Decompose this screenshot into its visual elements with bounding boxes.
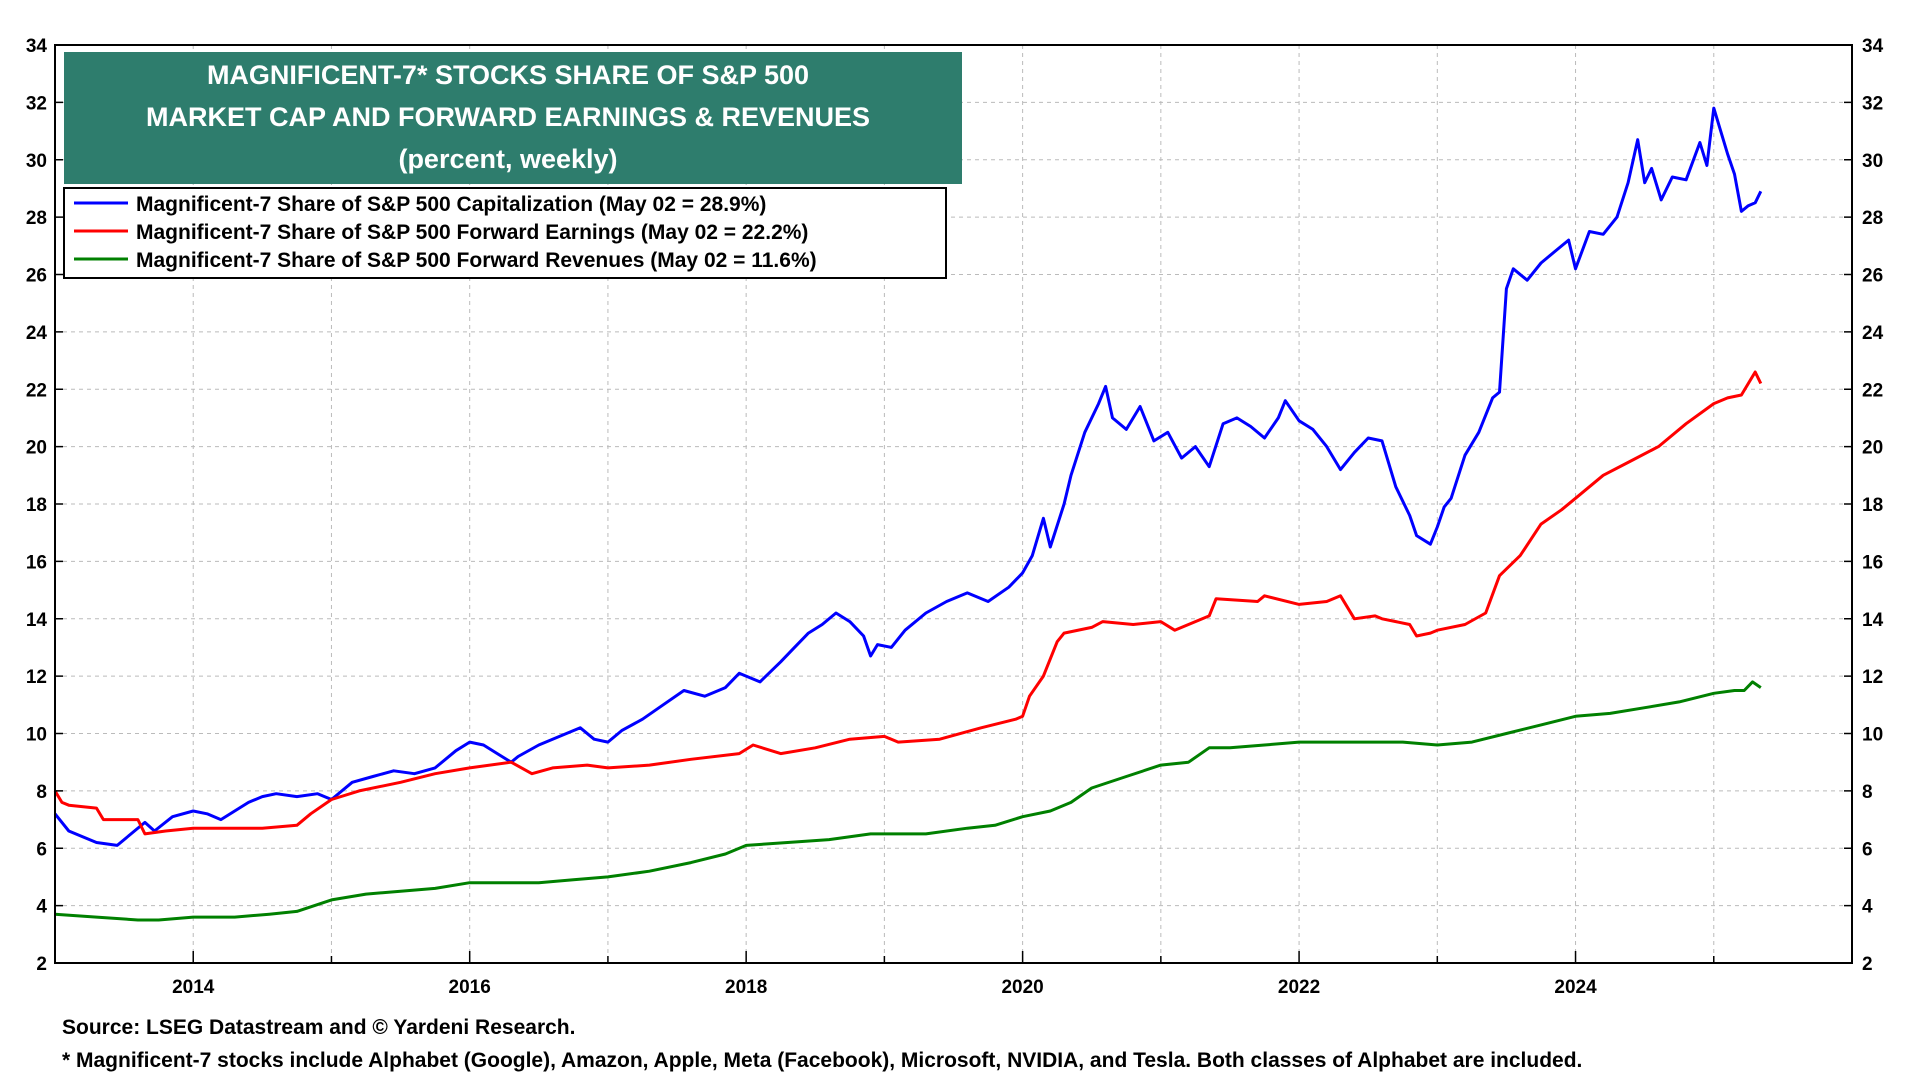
y-tick-label-left: 34 <box>26 36 48 57</box>
y-tick-label-right: 32 <box>1862 93 1883 114</box>
y-tick-label-right: 18 <box>1862 495 1883 516</box>
y-tick-label-left: 24 <box>26 323 48 344</box>
y-tick-label-left: 30 <box>26 151 47 172</box>
y-tick-label-right: 6 <box>1862 839 1873 860</box>
y-tick-label-right: 8 <box>1862 782 1873 803</box>
y-tick-label-left: 18 <box>26 495 47 516</box>
y-tick-label-left: 22 <box>26 380 47 401</box>
y-tick-label-right: 2 <box>1862 954 1873 975</box>
legend-label-capitalization: Magnificent-7 Share of S&P 500 Capitaliz… <box>136 193 766 216</box>
chart-title-line-2: MARKET CAP AND FORWARD EARNINGS & REVENU… <box>146 102 870 132</box>
y-tick-label-left: 28 <box>26 208 47 229</box>
y-tick-label-right: 10 <box>1862 725 1883 746</box>
chart-title-line-3: (percent, weekly) <box>398 144 617 174</box>
y-tick-label-left: 6 <box>36 839 47 860</box>
y-tick-label-left: 32 <box>26 93 47 114</box>
y-tick-label-right: 4 <box>1862 897 1873 918</box>
source-note: Source: LSEG Datastream and © Yardeni Re… <box>62 1016 576 1039</box>
y-tick-label-right: 20 <box>1862 438 1883 459</box>
footnote-mag7-definition: * Magnificent-7 stocks include Alphabet … <box>62 1049 1583 1072</box>
y-tick-label-left: 12 <box>26 667 47 688</box>
y-tick-label-left: 14 <box>26 610 48 631</box>
y-tick-label-right: 12 <box>1862 667 1883 688</box>
y-tick-label-left: 2 <box>36 954 47 975</box>
title-box-background <box>64 52 962 184</box>
x-tick-label: 2018 <box>725 977 767 998</box>
y-tick-label-left: 20 <box>26 438 47 459</box>
y-tick-label-left: 26 <box>26 266 47 287</box>
series-lines <box>53 106 1763 922</box>
y-tick-label-right: 22 <box>1862 380 1883 401</box>
y-tick-label-left: 4 <box>36 897 47 918</box>
y-tick-label-right: 16 <box>1862 552 1883 573</box>
series-line-capitalization <box>53 106 1763 847</box>
x-tick-label: 2020 <box>1001 977 1043 998</box>
legend-label-forward-revenues: Magnificent-7 Share of S&P 500 Forward R… <box>136 249 817 272</box>
x-tick-label: 2016 <box>449 977 491 998</box>
legend: Magnificent-7 Share of S&P 500 Capitaliz… <box>63 187 947 279</box>
y-tick-label-left: 16 <box>26 552 47 573</box>
x-tick-label: 2024 <box>1554 977 1597 998</box>
x-tick-label: 2014 <box>172 977 215 998</box>
series-line-forward-revenues <box>54 680 1762 922</box>
y-tick-label-left: 8 <box>36 782 47 803</box>
y-tick-label-right: 30 <box>1862 151 1883 172</box>
y-tick-label-right: 28 <box>1862 208 1883 229</box>
y-tick-label-right: 24 <box>1862 323 1884 344</box>
legend-box <box>63 187 947 279</box>
y-tick-label-right: 26 <box>1862 266 1883 287</box>
legend-label-forward-earnings: Magnificent-7 Share of S&P 500 Forward E… <box>136 221 808 244</box>
y-tick-label-right: 34 <box>1862 36 1884 57</box>
y-tick-label-left: 10 <box>26 725 47 746</box>
y-tick-label-right: 14 <box>1862 610 1884 631</box>
chart-title-line-1: MAGNIFICENT-7* STOCKS SHARE OF S&P 500 <box>207 60 809 90</box>
title-box: MAGNIFICENT-7* STOCKS SHARE OF S&P 500 M… <box>64 52 962 184</box>
series-line-forward-earnings <box>53 370 1763 836</box>
x-tick-label: 2022 <box>1278 977 1320 998</box>
